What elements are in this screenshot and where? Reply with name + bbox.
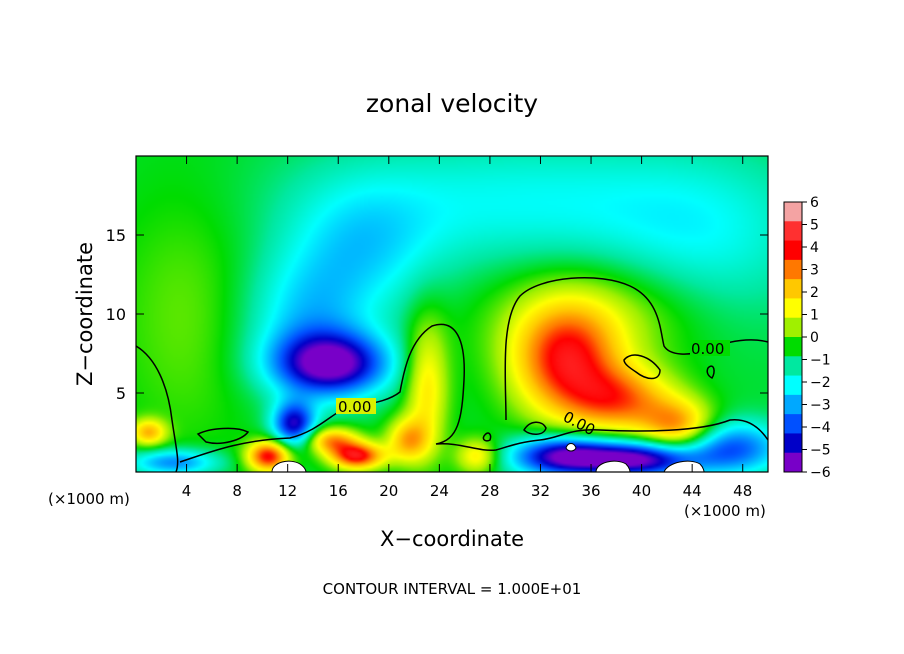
y-tick-label: 15 [106, 226, 126, 245]
y-tick-label: 10 [106, 305, 126, 324]
plot-area: 0.00 0.00 0.00 4 8 12 16 20 24 28 32 36 40 44 48 51… [106, 155, 769, 500]
colorbar-label: 6 [810, 195, 819, 211]
contour-mid [196, 427, 250, 444]
colorbar-swatch [784, 279, 802, 299]
x-tick-label: 48 [733, 482, 752, 500]
colorbar-swatch [784, 375, 802, 396]
colorbar-label: −5 [810, 443, 831, 459]
contour-small-2 [623, 354, 661, 380]
x-tick-label: 28 [480, 482, 499, 500]
contour-label: 0.00 [691, 340, 724, 358]
contour-interval-note: CONTOUR INTERVAL = 1.000E+01 [323, 580, 582, 598]
colorbar-label: 5 [810, 218, 819, 234]
x-axis: 4 8 12 16 20 24 28 32 36 40 44 48 [182, 156, 752, 500]
x-tick-label: 8 [232, 482, 242, 500]
contour-small-1 [523, 421, 547, 435]
x-tick-label: 44 [683, 482, 702, 500]
x-tick-label: 40 [632, 482, 651, 500]
x-axis-label: X−coordinate [380, 527, 524, 551]
colorbar-label: 4 [810, 240, 819, 256]
colorbar-swatch [784, 356, 802, 377]
x-tick-label: 16 [329, 482, 348, 500]
colorbar-swatch [784, 240, 802, 261]
heatmap-field [136, 156, 768, 472]
colorbar-swatch [784, 317, 802, 338]
x-unit-left: (×1000 m) [48, 490, 130, 508]
y-axis: 5 10 15 [106, 226, 768, 403]
colorbar-swatch [784, 202, 802, 222]
colorbar-swatch [784, 394, 802, 415]
y-tick-label: 5 [116, 384, 126, 403]
contour-label: 0.00 [338, 398, 371, 416]
colorbar-swatch [784, 298, 802, 319]
colorbar-swatch [784, 221, 802, 242]
colorbar-label: −4 [810, 420, 831, 436]
contour-small-4 [482, 432, 492, 442]
x-tick-label: 36 [581, 482, 600, 500]
x-tick-label: 12 [278, 482, 297, 500]
colorbar-swatch [784, 452, 802, 473]
colorbar: 6 5 4 3 2 1 0 −1 −2 −3 −4 −5 −6 [783, 195, 831, 481]
y-axis-label: Z−coordinate [73, 242, 97, 386]
colorbar-label: −6 [810, 465, 831, 481]
colorbar-swatch [784, 337, 802, 357]
colorbar-label: 1 [810, 308, 819, 324]
colorbar-label: 2 [810, 285, 819, 301]
contour-left [135, 345, 179, 473]
colorbar-swatch [784, 414, 802, 434]
x-unit-right: (×1000 m) [684, 502, 766, 520]
colorbar-swatch [784, 259, 802, 280]
x-tick-label: 24 [430, 482, 449, 500]
contour-small-3 [706, 365, 715, 379]
colorbar-label: 0 [810, 330, 819, 346]
x-tick-label: 20 [379, 482, 398, 500]
chart-title: zonal velocity [366, 89, 538, 118]
colorbar-label: −2 [810, 375, 831, 391]
colorbar-label: 3 [810, 263, 819, 279]
colorbar-label: −1 [810, 353, 831, 369]
x-tick-label: 4 [182, 482, 192, 500]
contour-bottom [179, 323, 769, 463]
colorbar-label: −3 [810, 398, 831, 414]
colorbar-swatch [784, 433, 802, 454]
x-tick-label: 32 [531, 482, 550, 500]
